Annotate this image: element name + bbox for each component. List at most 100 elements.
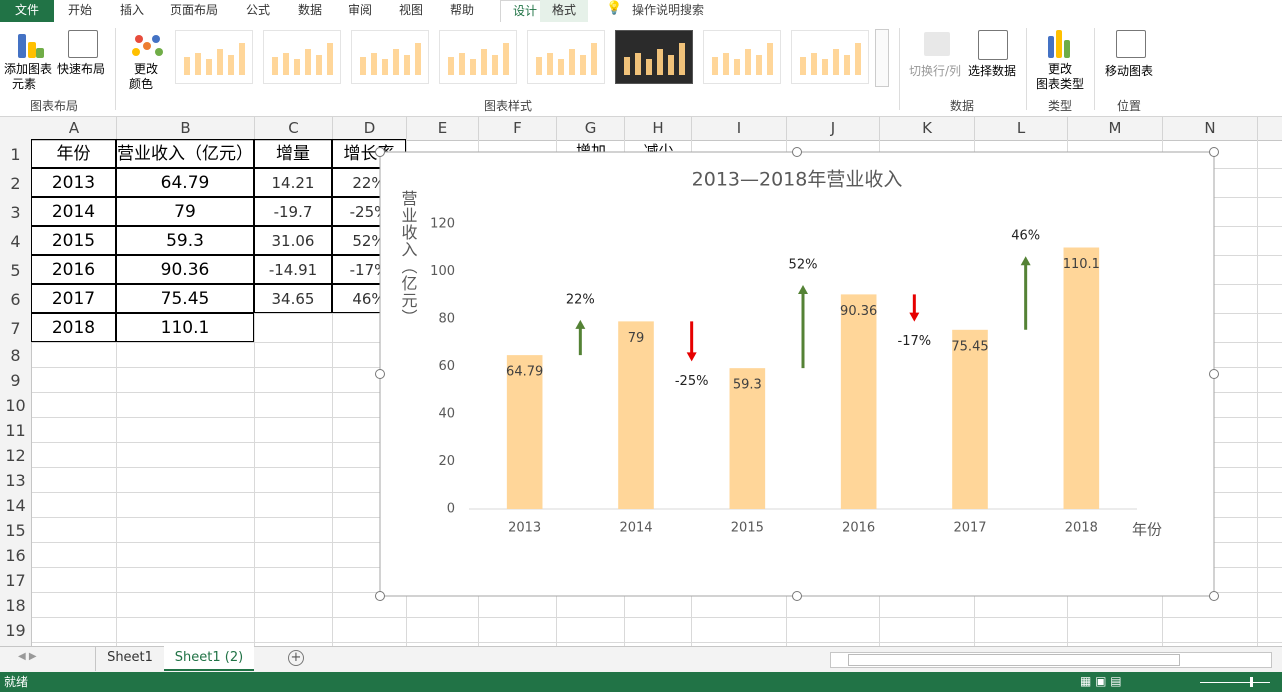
ribbon-label[interactable]: 颜色 [129, 77, 154, 91]
ribbon-tab[interactable]: 页面布局 [170, 3, 219, 17]
resize-handle[interactable] [792, 147, 802, 157]
thumb-bar [646, 59, 652, 75]
gallery-scroll[interactable] [875, 29, 889, 87]
view-buttons[interactable]: ▦ ▣ ▤ [1080, 674, 1122, 688]
ribbon-label[interactable]: 更改 [134, 62, 159, 76]
cell: 79 [116, 197, 254, 226]
resize-handle[interactable] [375, 147, 385, 157]
grid-line [1257, 140, 1258, 646]
search-icon: 💡 [606, 1, 623, 16]
add-sheet[interactable]: + [288, 650, 304, 666]
ribbon-tab[interactable]: 公式 [246, 3, 271, 17]
thumb-bar [404, 55, 410, 75]
nav-arrows[interactable]: ◀ ▶ [18, 651, 37, 662]
thumb-bar [382, 59, 388, 75]
style-thumb[interactable] [527, 30, 605, 84]
column-header: C [255, 117, 333, 140]
change-label: 22% [566, 292, 595, 307]
ribbon-tab[interactable]: 插入 [120, 3, 145, 17]
ribbon-tab[interactable]: 审阅 [348, 3, 373, 17]
ribbon-label[interactable]: 添加图表 [4, 62, 53, 76]
column-header-bg [0, 117, 1282, 141]
thumb-bar [723, 53, 729, 75]
column-header: F [479, 117, 557, 140]
thumb-bar [228, 55, 234, 75]
ribbon-tab[interactable]: 数据 [298, 3, 323, 17]
change-label: -17% [898, 334, 932, 349]
sheet-tab[interactable]: Sheet1 [95, 646, 165, 671]
resize-handle[interactable] [375, 591, 385, 601]
ribbon-tab[interactable]: 文件 [0, 0, 54, 22]
grid-line [116, 140, 117, 646]
grid-line [332, 140, 333, 646]
resize-handle[interactable] [375, 369, 385, 379]
column-header: G [557, 117, 625, 140]
thumb-bar [492, 55, 498, 75]
cell: 59.3 [116, 226, 254, 255]
y-tick-label: 0 [447, 502, 455, 517]
style-thumb[interactable] [791, 30, 869, 84]
thumb-bar [624, 57, 630, 75]
zoom-slider[interactable] [1200, 682, 1270, 683]
ribbon-tab[interactable]: 视图 [399, 3, 424, 17]
row-header: 14 [5, 496, 26, 515]
ribbon-label[interactable]: 元素 [12, 77, 37, 91]
style-thumb[interactable] [439, 30, 517, 84]
scroll-thumb[interactable] [848, 654, 1180, 666]
icon [18, 34, 26, 58]
resize-handle[interactable] [1209, 369, 1219, 379]
row-header: 1 [10, 145, 21, 164]
ribbon-label[interactable]: 快速布局 [57, 62, 106, 76]
style-thumb[interactable] [703, 30, 781, 84]
data-label: 59.3 [733, 378, 762, 393]
style-thumb[interactable] [263, 30, 341, 84]
ribbon-tab[interactable]: 格式 [540, 0, 589, 22]
ribbon-label[interactable]: 更改 [1048, 62, 1073, 76]
thumb-bar [217, 49, 223, 75]
style-thumb[interactable] [351, 30, 429, 84]
row-header: 15 [5, 521, 26, 540]
cell: 增量 [254, 139, 332, 168]
sheet-tab[interactable]: Sheet1 (2) [164, 646, 254, 671]
row-header-bg [0, 140, 32, 646]
ribbon-tab[interactable]: 帮助 [450, 3, 475, 17]
resize-handle[interactable] [1209, 147, 1219, 157]
thumb-bar [305, 49, 311, 75]
row-header: 2 [10, 174, 21, 193]
ribbon-label[interactable]: 图表类型 [1036, 77, 1085, 91]
bar [1063, 247, 1100, 509]
resize-handle[interactable] [792, 591, 802, 601]
data-label: 64.79 [506, 365, 543, 380]
status-text: 就绪 [4, 675, 29, 689]
bar [840, 294, 877, 509]
zoom-thumb[interactable] [1250, 677, 1253, 687]
ribbon-label[interactable]: 移动图表 [1105, 64, 1154, 78]
cell: 营业收入（亿元） [116, 139, 254, 168]
thumb-bar [591, 43, 597, 75]
style-thumb[interactable] [615, 30, 693, 84]
row-header: 16 [5, 546, 26, 565]
icon [1048, 36, 1054, 58]
resize-handle[interactable] [1209, 591, 1219, 601]
style-thumb[interactable] [175, 30, 253, 84]
data-label: 90.36 [840, 304, 877, 319]
row-header: 17 [5, 571, 26, 590]
column-header: L [975, 117, 1068, 140]
status-bar [0, 672, 1282, 692]
group-label: 图表布局 [30, 99, 79, 113]
thumb-bar [503, 43, 509, 75]
cell: 2013 [31, 168, 116, 197]
ribbon-label[interactable]: 选择数据 [968, 64, 1017, 78]
thumb-bar [371, 53, 377, 75]
search-box[interactable]: 操作说明搜索 [632, 3, 705, 17]
thumb-bar [734, 59, 740, 75]
ribbon-label[interactable]: 切换行/列 [909, 64, 962, 78]
x-tick-label: 2016 [842, 521, 875, 536]
y-tick-label: 120 [430, 217, 455, 232]
ribbon-tab[interactable]: 开始 [68, 3, 93, 17]
cell: 110.1 [116, 313, 254, 342]
column-header: M [1068, 117, 1163, 140]
thumb-bar [800, 57, 806, 75]
